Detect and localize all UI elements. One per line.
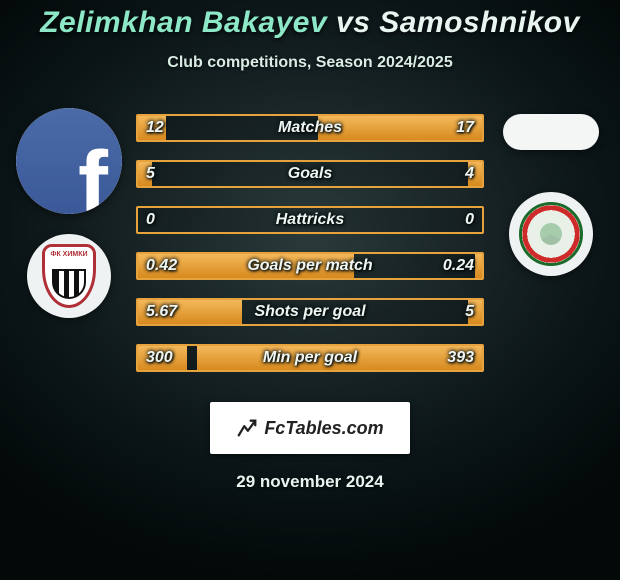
khimki-stripes-icon [52,269,86,299]
right-badges-column [496,108,606,276]
stat-row: 300393Min per goal [136,344,484,372]
subtitle: Club competitions, Season 2024/2025 [0,54,620,72]
stat-label: Matches [136,114,484,142]
player2-name: Samoshnikov [379,6,580,39]
stat-label: Shots per goal [136,298,484,326]
khimki-shield-icon: ФК ХИМКИ [42,244,96,308]
comparison-area: f ФК ХИМКИ 1217Matches 54Goals 00Hattricks… [0,108,620,378]
date-text: 29 november 2024 [236,472,383,492]
lokomotiv-icon [519,202,583,266]
stat-label: Min per goal [136,344,484,372]
stat-label: Hattricks [136,206,484,234]
stat-row: 5.675Shots per goal [136,298,484,326]
vs-separator: vs [336,6,370,39]
stat-row: 0.420.24Goals per match [136,252,484,280]
khimki-crest: ФК ХИМКИ [27,234,111,318]
page-title: Zelimkhan Bakayev vs Samoshnikov [0,0,620,40]
lokomotiv-crest [509,192,593,276]
stat-bars: 1217Matches 54Goals 00Hattricks 0.420.24Goa… [136,114,484,390]
stat-label: Goals [136,160,484,188]
stat-row: 1217Matches [136,114,484,142]
stat-label: Goals per match [136,252,484,280]
stat-row: 00Hattricks [136,206,484,234]
content-root: Zelimkhan Bakayev vs Samoshnikov Club co… [0,0,620,492]
facebook-badge: f [16,108,122,214]
facebook-f-icon: f [78,133,108,214]
khimki-shield-text: ФК ХИМКИ [45,251,93,258]
stat-row: 54Goals [136,160,484,188]
brand-text: FcTables.com [264,418,383,439]
player1-name: Zelimkhan Bakayev [40,6,327,39]
brand-box: FcTables.com [210,402,410,454]
fctables-logo-icon [236,417,258,439]
footer: FcTables.com 29 november 2024 [0,402,620,492]
left-badges-column: f ФК ХИМКИ [14,108,124,318]
blank-pill-badge [503,114,599,150]
